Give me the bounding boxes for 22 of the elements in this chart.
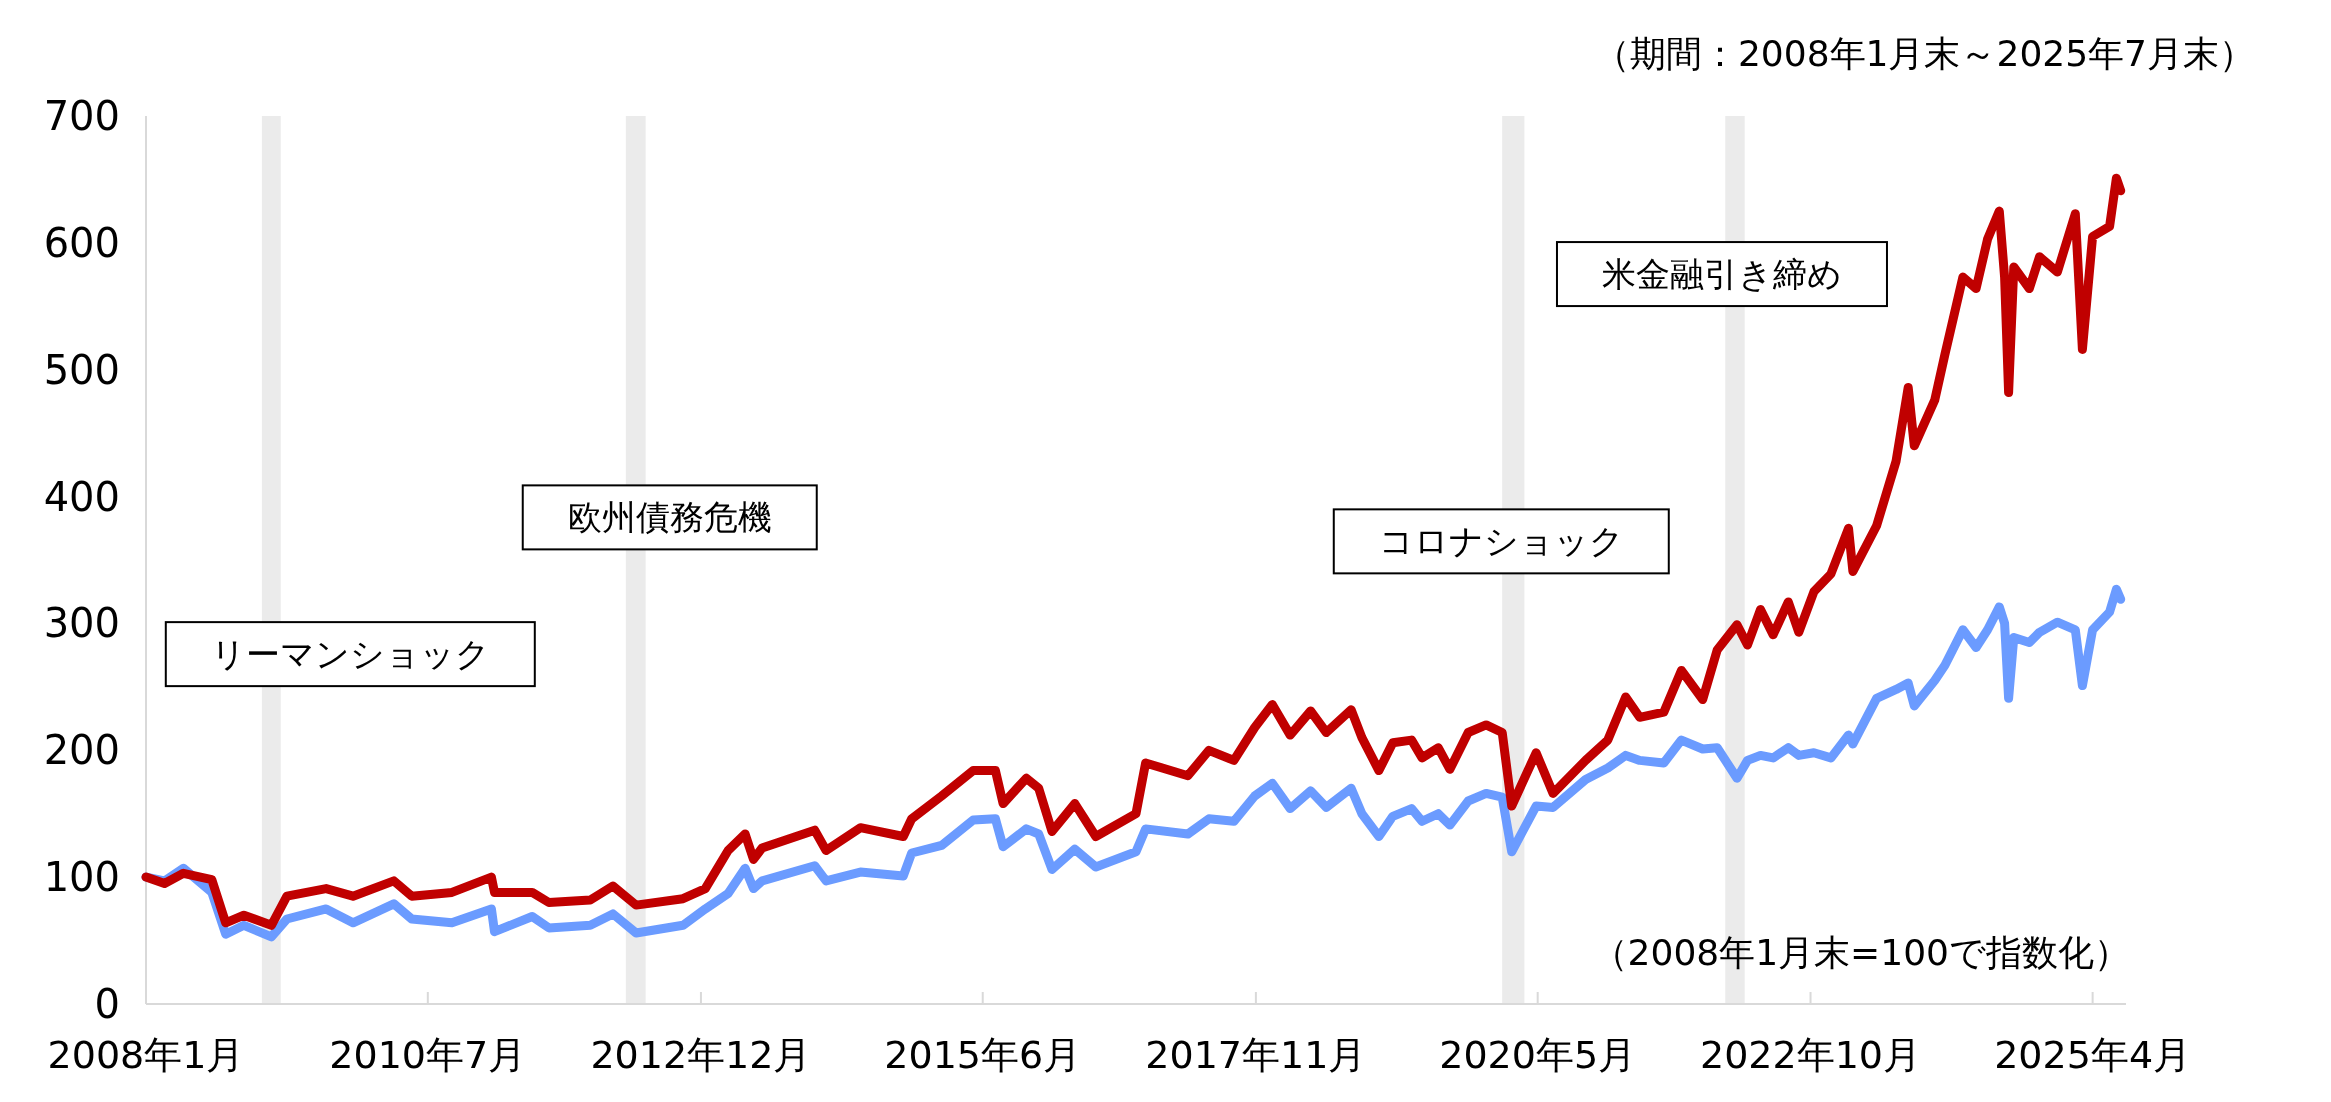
- x-tick-label: 2025年4月: [1994, 1033, 2192, 1077]
- x-tick-label: 2020年5月: [1439, 1033, 1637, 1077]
- x-tick-label: 2015年6月: [884, 1033, 1082, 1077]
- band-label: コロナショック: [1378, 521, 1624, 562]
- band-label: 欧州債務危機: [567, 497, 772, 538]
- y-tick-label: 200: [43, 727, 120, 774]
- y-tick-label: 100: [43, 854, 120, 901]
- x-tick-label: 2017年11月: [1145, 1033, 1367, 1077]
- x-tick-label: 2008年1月: [47, 1033, 245, 1077]
- annotation: （2008年1月末=100で指数化）: [1591, 932, 2130, 973]
- x-tick-label: 2012年12月: [590, 1033, 812, 1077]
- x-tick-label: 2022年10月: [1699, 1033, 1922, 1077]
- y-tick-label: 400: [43, 473, 120, 520]
- band-label: リーマンショック: [210, 634, 490, 675]
- y-tick-label: 700: [43, 93, 120, 139]
- x-tick-label: 2010年7月: [329, 1033, 527, 1077]
- band-label: 米金融引き締め: [1601, 254, 1842, 295]
- y-tick-label: 300: [43, 600, 120, 647]
- y-tick-label: 600: [43, 219, 120, 266]
- y-tick-label: 0: [94, 981, 120, 1027]
- text: （期間：2008年1月末～2025年7月末）: [1593, 33, 2255, 74]
- y-tick-label: 500: [43, 346, 120, 393]
